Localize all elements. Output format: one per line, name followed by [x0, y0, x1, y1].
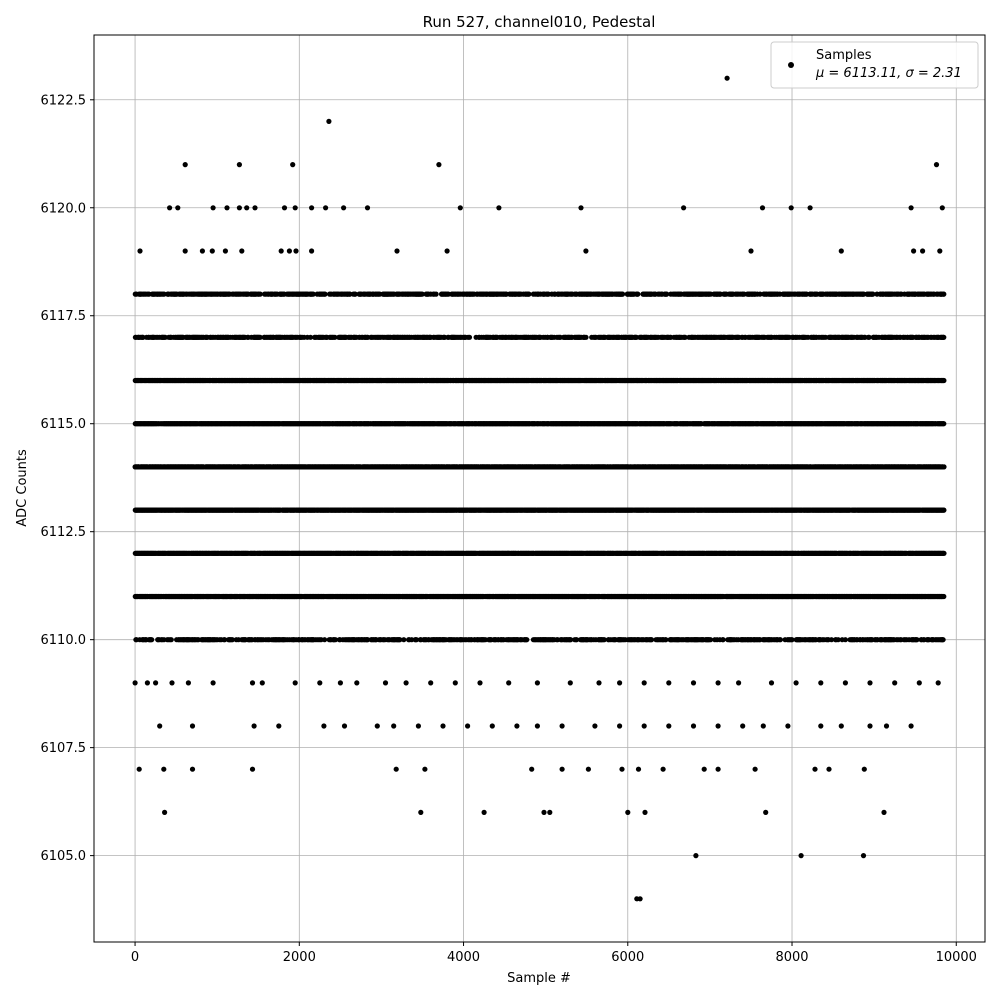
sample-point [229, 637, 235, 643]
sample-point [663, 637, 669, 643]
chart-title: Run 527, channel010, Pedestal [423, 13, 656, 31]
points-layer [132, 75, 947, 902]
sample-point [828, 637, 835, 643]
sample-point [397, 637, 403, 643]
sample-point [574, 637, 580, 643]
sample-point [222, 637, 228, 643]
sample-point [842, 637, 849, 643]
sample-point [568, 637, 574, 643]
sample-point [401, 637, 407, 643]
sample-point [649, 637, 655, 643]
sample-point [720, 637, 726, 643]
sample-point [777, 637, 784, 643]
sample-point [601, 637, 607, 643]
sample-point [914, 637, 920, 643]
sample-point [708, 637, 714, 643]
sample-point [524, 637, 530, 643]
sample-point [941, 507, 947, 513]
sample-point [789, 637, 795, 643]
sample-point [322, 637, 328, 643]
sample-point [941, 550, 947, 556]
sample-point [940, 637, 946, 643]
sample-point [149, 637, 155, 643]
sample-point [413, 637, 420, 643]
sample-point [941, 593, 947, 600]
sample-point [168, 637, 174, 643]
sample-point [332, 637, 339, 643]
sample-point [835, 637, 841, 643]
